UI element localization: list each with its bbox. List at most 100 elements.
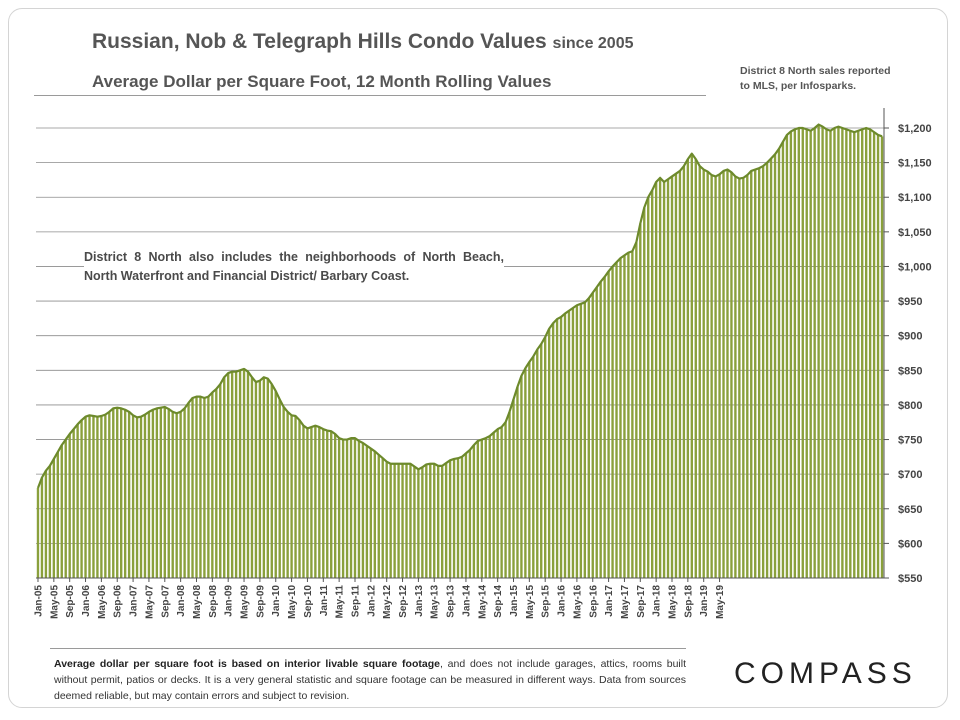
slide-frame bbox=[8, 8, 948, 708]
bar-17 bbox=[104, 414, 107, 578]
bar-135 bbox=[571, 308, 575, 578]
x-tick-label-Sep-18: Sep-18 bbox=[683, 585, 694, 618]
chart-title: Russian, Nob & Telegraph Hills Condo Val… bbox=[92, 30, 634, 54]
bar-63 bbox=[286, 411, 289, 578]
compass-logo: COMPASS bbox=[734, 657, 917, 690]
x-tick-label-May-12: May-12 bbox=[382, 585, 393, 619]
bar-77 bbox=[341, 439, 345, 578]
bar-54 bbox=[250, 377, 254, 578]
y-tick-label-950: $950 bbox=[898, 296, 922, 308]
bar-101 bbox=[437, 465, 440, 578]
bar-138 bbox=[583, 302, 587, 578]
x-tick-label-May-11: May-11 bbox=[335, 585, 346, 619]
bar-23 bbox=[127, 411, 131, 578]
bar-157 bbox=[658, 177, 662, 578]
footer-divider bbox=[50, 648, 686, 649]
bar-43 bbox=[207, 396, 210, 578]
bar-95 bbox=[413, 466, 416, 578]
bar-33 bbox=[167, 409, 170, 578]
x-tick-label-Sep-06: Sep-06 bbox=[113, 585, 124, 618]
bar-92 bbox=[401, 463, 404, 578]
source-note-line-1: District 8 North sales reported bbox=[740, 65, 891, 77]
x-tick-label-May-05: May-05 bbox=[49, 585, 60, 619]
bar-184 bbox=[765, 162, 769, 578]
title-divider bbox=[34, 95, 706, 96]
bar-16 bbox=[100, 416, 103, 578]
bar-105 bbox=[452, 458, 456, 578]
bar-158 bbox=[662, 182, 666, 578]
bar-153 bbox=[643, 207, 646, 578]
bar-109 bbox=[468, 449, 472, 578]
bar-178 bbox=[742, 177, 745, 578]
bar-126 bbox=[536, 349, 539, 578]
bar-69 bbox=[310, 427, 313, 578]
x-tick-label-Sep-13: Sep-13 bbox=[446, 585, 457, 618]
bar-14 bbox=[92, 416, 95, 578]
bar-194 bbox=[805, 129, 808, 578]
bar-79 bbox=[349, 438, 353, 578]
x-tick-label-Jan-12: Jan-12 bbox=[366, 585, 377, 617]
bar-127 bbox=[540, 344, 543, 578]
bar-115 bbox=[492, 432, 495, 578]
bar-210 bbox=[868, 129, 872, 578]
bar-181 bbox=[754, 169, 757, 579]
bar-59 bbox=[270, 384, 273, 578]
x-tick-label-Jan-08: Jan-08 bbox=[176, 585, 187, 617]
bar-39 bbox=[191, 398, 194, 578]
bar-185 bbox=[769, 158, 773, 578]
bar-88 bbox=[385, 461, 388, 578]
x-tick-label-Jan-10: Jan-10 bbox=[271, 585, 282, 617]
bar-72 bbox=[322, 429, 325, 578]
bar-197 bbox=[817, 124, 820, 578]
x-tick-label-Sep-16: Sep-16 bbox=[588, 585, 599, 618]
bar-81 bbox=[357, 440, 361, 578]
x-tick-label-Jan-19: Jan-19 bbox=[699, 585, 710, 617]
bar-145 bbox=[611, 266, 614, 578]
y-tick-label-700: $700 bbox=[898, 469, 922, 481]
x-tick-label-Sep-15: Sep-15 bbox=[541, 585, 552, 618]
bar-26 bbox=[139, 416, 143, 578]
bar-208 bbox=[861, 129, 864, 578]
x-tick-label-Sep-12: Sep-12 bbox=[398, 585, 409, 618]
bar-75 bbox=[333, 434, 337, 578]
y-tick-label-900: $900 bbox=[898, 331, 922, 343]
bar-44 bbox=[211, 392, 214, 578]
y-tick-label-550: $550 bbox=[898, 573, 922, 585]
bar-97 bbox=[421, 467, 424, 578]
bar-103 bbox=[444, 463, 448, 578]
x-tick-label-May-14: May-14 bbox=[477, 585, 488, 619]
bar-7 bbox=[64, 439, 67, 578]
bar-151 bbox=[635, 242, 638, 579]
bar-166 bbox=[694, 159, 697, 578]
y-tick-label-750: $750 bbox=[898, 435, 922, 447]
x-tick-label-Sep-08: Sep-08 bbox=[208, 585, 219, 618]
bar-102 bbox=[440, 465, 444, 578]
bar-188 bbox=[781, 141, 785, 578]
bar-61 bbox=[278, 399, 281, 578]
y-tick-label-1200: $1,200 bbox=[898, 123, 932, 135]
bar-93 bbox=[405, 463, 408, 578]
bar-38 bbox=[187, 402, 190, 578]
bar-159 bbox=[666, 179, 670, 579]
bar-57 bbox=[262, 377, 266, 578]
bar-179 bbox=[746, 175, 749, 578]
bar-201 bbox=[833, 128, 836, 578]
y-tick-label-1100: $1,100 bbox=[898, 192, 932, 204]
x-tick-label-Jan-13: Jan-13 bbox=[414, 585, 425, 617]
bar-156 bbox=[654, 182, 658, 578]
chart-subtitle: Average Dollar per Square Foot, 12 Month… bbox=[92, 72, 552, 91]
bar-29 bbox=[151, 409, 155, 578]
y-tick-label-1050: $1,050 bbox=[898, 227, 932, 239]
bar-65 bbox=[294, 416, 297, 578]
bar-193 bbox=[801, 128, 804, 578]
bar-34 bbox=[171, 411, 174, 578]
bar-67 bbox=[302, 425, 305, 578]
bar-129 bbox=[547, 328, 551, 578]
x-tick-label-Jan-07: Jan-07 bbox=[129, 585, 140, 617]
bar-183 bbox=[761, 166, 765, 578]
bar-149 bbox=[627, 252, 630, 578]
bar-28 bbox=[147, 411, 151, 578]
y-tick-label-800: $800 bbox=[898, 400, 922, 412]
bar-6 bbox=[60, 445, 63, 578]
x-tick-label-Jan-17: Jan-17 bbox=[604, 585, 615, 617]
